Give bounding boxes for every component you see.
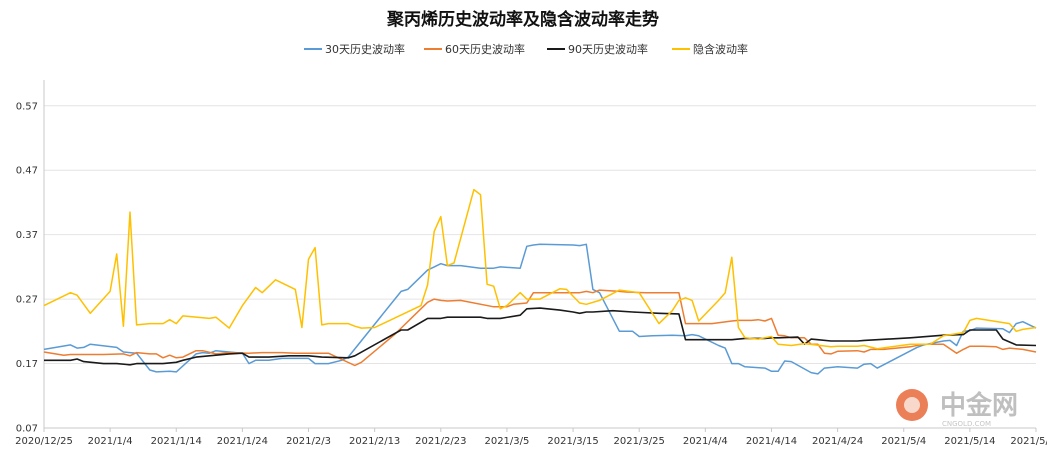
x-tick-label: 2021/2/23 — [415, 436, 466, 447]
x-tick-label: 2021/2/13 — [349, 436, 400, 447]
y-tick-label: 0.27 — [16, 295, 38, 306]
x-tick-label: 2020/12/25 — [15, 436, 73, 447]
x-tick-label: 2021/3/25 — [614, 436, 665, 447]
x-tick-label: 2021/1/24 — [217, 436, 268, 447]
legend-label: 90天历史波动率 — [568, 42, 648, 56]
y-tick-label: 0.07 — [16, 424, 38, 435]
x-tick-label: 2021/5/4 — [881, 436, 926, 447]
series-line-2 — [43, 289, 1037, 367]
x-tick-label: 2021/5/24 — [1010, 436, 1047, 447]
watermark-logo-inner-icon — [904, 397, 920, 413]
x-tick-label: 2021/1/4 — [88, 436, 133, 447]
y-axis: 0.07 0.17 0.27 0.37 0.47 0.57 — [16, 101, 38, 434]
chart-title: 聚丙烯历史波动率及隐含波动率走势 — [386, 9, 659, 30]
series-line-4 — [43, 188, 1037, 350]
x-tick-label: 2021/5/14 — [944, 436, 995, 447]
x-axis: 2020/12/25 2021/1/4 2021/1/14 2021/1/24 2021… — [15, 428, 1047, 447]
x-tick-label: 2021/3/15 — [547, 436, 598, 447]
y-tick-label: 0.47 — [16, 166, 38, 177]
series-line-3 — [44, 307, 1037, 366]
x-tick-label: 2021/4/24 — [812, 436, 863, 447]
x-tick-label: 2021/3/5 — [484, 436, 529, 447]
series-lines — [43, 188, 1037, 375]
watermark-brand: 中金网 — [940, 390, 1018, 421]
y-tick-label: 0.17 — [16, 359, 38, 370]
x-tick-label: 2021/4/4 — [683, 436, 728, 447]
legend: 30天历史波动率 60天历史波动率 90天历史波动率 隐含波动率 — [304, 42, 748, 56]
y-tick-label: 0.37 — [16, 230, 38, 241]
watermark: 中金网 CNGOLD.COM — [896, 389, 1018, 428]
x-tick-label: 2021/2/3 — [286, 436, 331, 447]
y-tick-label: 0.57 — [16, 101, 38, 112]
watermark-domain: CNGOLD.COM — [942, 420, 991, 428]
legend-label: 隐含波动率 — [693, 42, 748, 56]
legend-label: 60天历史波动率 — [445, 42, 525, 56]
series-line-1 — [43, 243, 1037, 375]
grid — [43, 80, 1036, 429]
legend-label: 30天历史波动率 — [325, 42, 405, 56]
x-tick-label: 2021/1/14 — [151, 436, 202, 447]
x-tick-label: 2021/4/14 — [746, 436, 797, 447]
